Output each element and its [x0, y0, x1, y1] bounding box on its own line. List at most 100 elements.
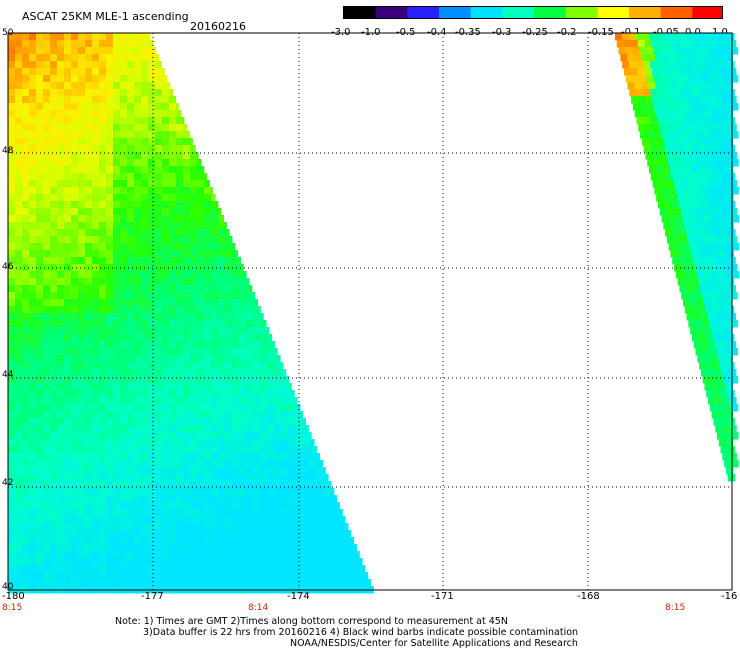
swath-cell — [99, 187, 107, 195]
swath-cell — [204, 355, 212, 363]
swath-cell — [639, 103, 648, 111]
swath-cell — [99, 446, 107, 454]
swath-cell — [92, 467, 100, 475]
swath-cell — [36, 397, 44, 405]
swath-cell — [15, 236, 23, 244]
swath-cell — [253, 446, 261, 454]
swath-cell — [705, 278, 714, 286]
swath-cell — [36, 285, 44, 293]
swath-cell — [239, 369, 247, 377]
swath-cell — [50, 229, 58, 237]
swath-cell — [239, 572, 247, 580]
swath-cell — [655, 54, 663, 62]
swath-cell — [64, 222, 72, 230]
swath-cell — [330, 558, 338, 566]
swath-cell — [141, 250, 149, 258]
swath-cell — [267, 530, 275, 538]
lon-label: -180 — [2, 591, 25, 602]
swath-cell — [134, 96, 142, 104]
swath-cell — [15, 47, 23, 55]
swath-cell — [295, 481, 303, 489]
swath-cell — [148, 453, 156, 461]
swath-cell — [134, 425, 142, 433]
swath-cell — [106, 383, 114, 391]
swath-cell — [713, 173, 722, 181]
swath-cell — [218, 271, 226, 279]
swath-cell — [643, 117, 651, 125]
swath-cell — [120, 89, 128, 97]
swath-cell — [176, 348, 184, 356]
swath-cell — [693, 341, 702, 349]
swath-cell — [22, 257, 30, 265]
swath-cell — [246, 425, 254, 433]
swath-cell — [148, 40, 154, 48]
swath-cell — [225, 355, 233, 363]
swath-cell — [120, 376, 128, 384]
swath-cell — [78, 145, 86, 153]
swath-cell — [15, 68, 23, 76]
swath-cell — [176, 565, 184, 573]
swath-cell — [92, 306, 100, 314]
swath-cell — [169, 572, 177, 580]
swath-cell — [260, 327, 268, 335]
swath-cell — [78, 481, 86, 489]
swath-cell — [678, 61, 686, 69]
swath-cell — [92, 334, 100, 342]
swath-cell — [197, 418, 205, 426]
swath-cell — [669, 110, 678, 118]
swath-cell — [634, 54, 642, 62]
swath-cell — [225, 236, 233, 244]
swath-cell — [309, 530, 317, 538]
swath-cell — [71, 124, 79, 132]
swath-cell — [127, 110, 135, 118]
swath-cell — [106, 411, 114, 419]
swath-cell — [302, 488, 310, 496]
swath-cell — [204, 572, 212, 580]
swath-cell — [253, 460, 261, 468]
swath-cell — [155, 558, 163, 566]
swath-cell — [36, 502, 44, 510]
swath-cell — [57, 348, 65, 356]
swath-cell — [197, 544, 205, 552]
swath-cell — [645, 124, 653, 132]
swath-cell — [36, 33, 44, 41]
swath-cell — [113, 243, 121, 251]
swath-cell — [15, 327, 23, 335]
swath-cell — [78, 152, 86, 160]
swath-cell — [674, 75, 683, 83]
swath-cell — [731, 159, 739, 167]
swath-cell — [134, 306, 142, 314]
swath-cell — [162, 565, 170, 573]
swath-cell — [309, 502, 317, 510]
swath-cell — [183, 488, 191, 496]
swath-cell — [64, 565, 72, 573]
swath-cell — [694, 152, 702, 160]
swath-cell — [176, 523, 184, 531]
swath-cell — [190, 460, 198, 468]
swath-cell — [281, 579, 289, 587]
swath-cell — [204, 460, 212, 468]
swath-cell — [127, 201, 135, 209]
swath-cell — [8, 306, 16, 314]
swath-cell — [211, 341, 219, 349]
swath-cell — [695, 320, 703, 328]
swath-cell — [106, 61, 114, 69]
swath-cell — [50, 306, 58, 314]
swath-cell — [169, 411, 177, 419]
swath-cell — [127, 320, 135, 328]
swath-cell — [253, 516, 261, 524]
swath-cell — [113, 474, 121, 482]
swath-cell — [351, 565, 359, 573]
swath-cell — [162, 222, 170, 230]
swath-cell — [641, 110, 650, 118]
swath-cell — [267, 474, 275, 482]
swath-cell — [148, 96, 156, 104]
swath-cell — [8, 103, 16, 111]
swath-cell — [722, 180, 731, 188]
swath-cell — [699, 173, 708, 181]
swath-cell — [686, 257, 694, 265]
swath-cell — [71, 54, 79, 62]
swath-cell — [162, 285, 170, 293]
swath-cell — [99, 292, 107, 300]
swath-cell — [134, 131, 142, 139]
